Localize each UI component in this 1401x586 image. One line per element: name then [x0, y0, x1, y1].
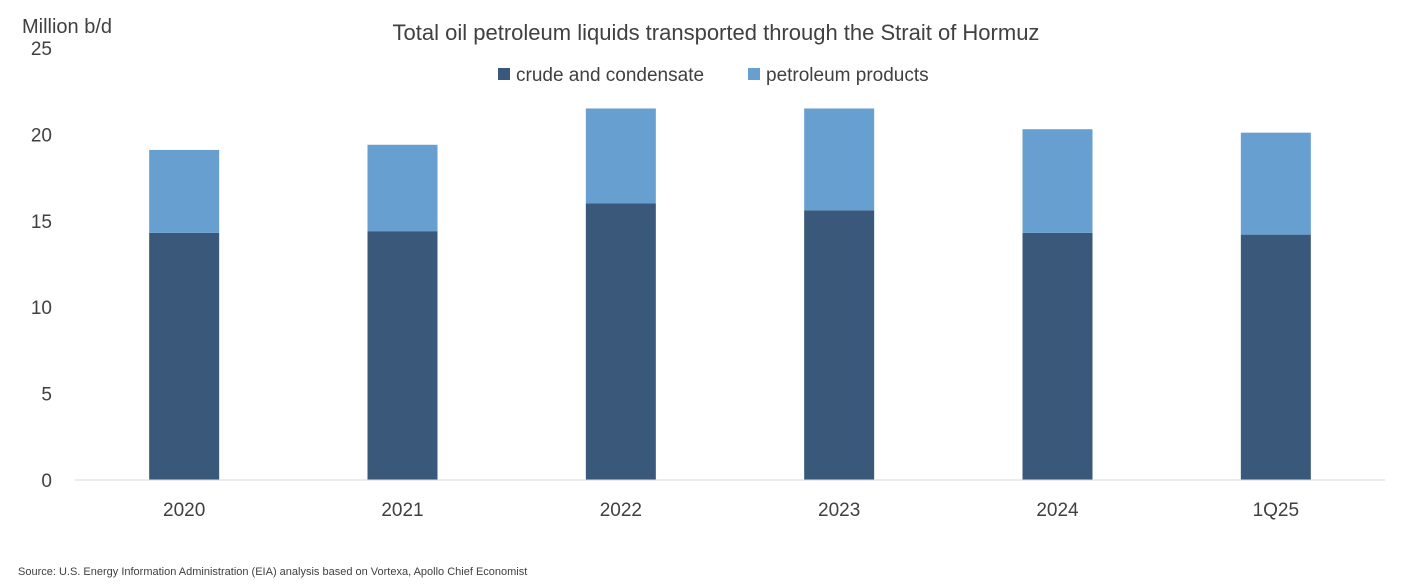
bar-segment-crude-and-condensate-2020 [149, 232, 220, 480]
bar-segment-crude-and-condensate-2021 [367, 231, 438, 480]
x-axis-tick-labels: 2020 2021 2022 2023 2024 1Q25 [163, 500, 1299, 521]
bars [149, 108, 1311, 480]
bar-segment-petroleum-products-1Q25 [1240, 132, 1311, 235]
bar-segment-petroleum-products-2020 [149, 149, 220, 233]
legend-swatch-crude-and-condensate [498, 68, 510, 80]
y-tick-label: 15 [31, 212, 52, 233]
x-tick-label: 2022 [600, 500, 642, 521]
x-tick-label: 2024 [1036, 500, 1079, 521]
bar-segment-petroleum-products-2024 [1022, 129, 1093, 233]
stacked-bar-chart: Total oil petroleum liquids transported … [22, 16, 1385, 521]
bar-segment-crude-and-condensate-2022 [585, 203, 656, 480]
y-tick-label: 10 [31, 298, 52, 319]
y-tick-label: 0 [41, 471, 52, 492]
chart-title: Total oil petroleum liquids transported … [393, 20, 1040, 45]
bar-segment-crude-and-condensate-1Q25 [1240, 234, 1311, 480]
y-tick-label: 5 [41, 385, 52, 406]
y-tick-label: 20 [31, 125, 52, 146]
legend-label-crude-and-condensate: crude and condensate [516, 65, 704, 86]
legend-swatch-petroleum-products [748, 68, 760, 80]
y-axis-unit-label: Million b/d [22, 16, 112, 38]
bar-segment-petroleum-products-2022 [585, 108, 656, 204]
legend: crude and condensate petroleum products [498, 65, 929, 86]
x-tick-label: 2020 [163, 500, 205, 521]
legend-label-petroleum-products: petroleum products [766, 65, 929, 86]
bar-segment-petroleum-products-2021 [367, 144, 438, 232]
bar-segment-petroleum-products-2023 [804, 108, 875, 211]
y-axis-tick-labels: 0 5 10 15 20 25 [31, 39, 52, 492]
x-tick-label: 1Q25 [1253, 500, 1299, 521]
source-note: Source: U.S. Energy Information Administ… [18, 566, 528, 578]
x-tick-label: 2021 [381, 500, 423, 521]
y-tick-label: 25 [31, 39, 52, 60]
bar-segment-crude-and-condensate-2024 [1022, 232, 1093, 480]
x-tick-label: 2023 [818, 500, 860, 521]
bar-segment-crude-and-condensate-2023 [804, 210, 875, 480]
